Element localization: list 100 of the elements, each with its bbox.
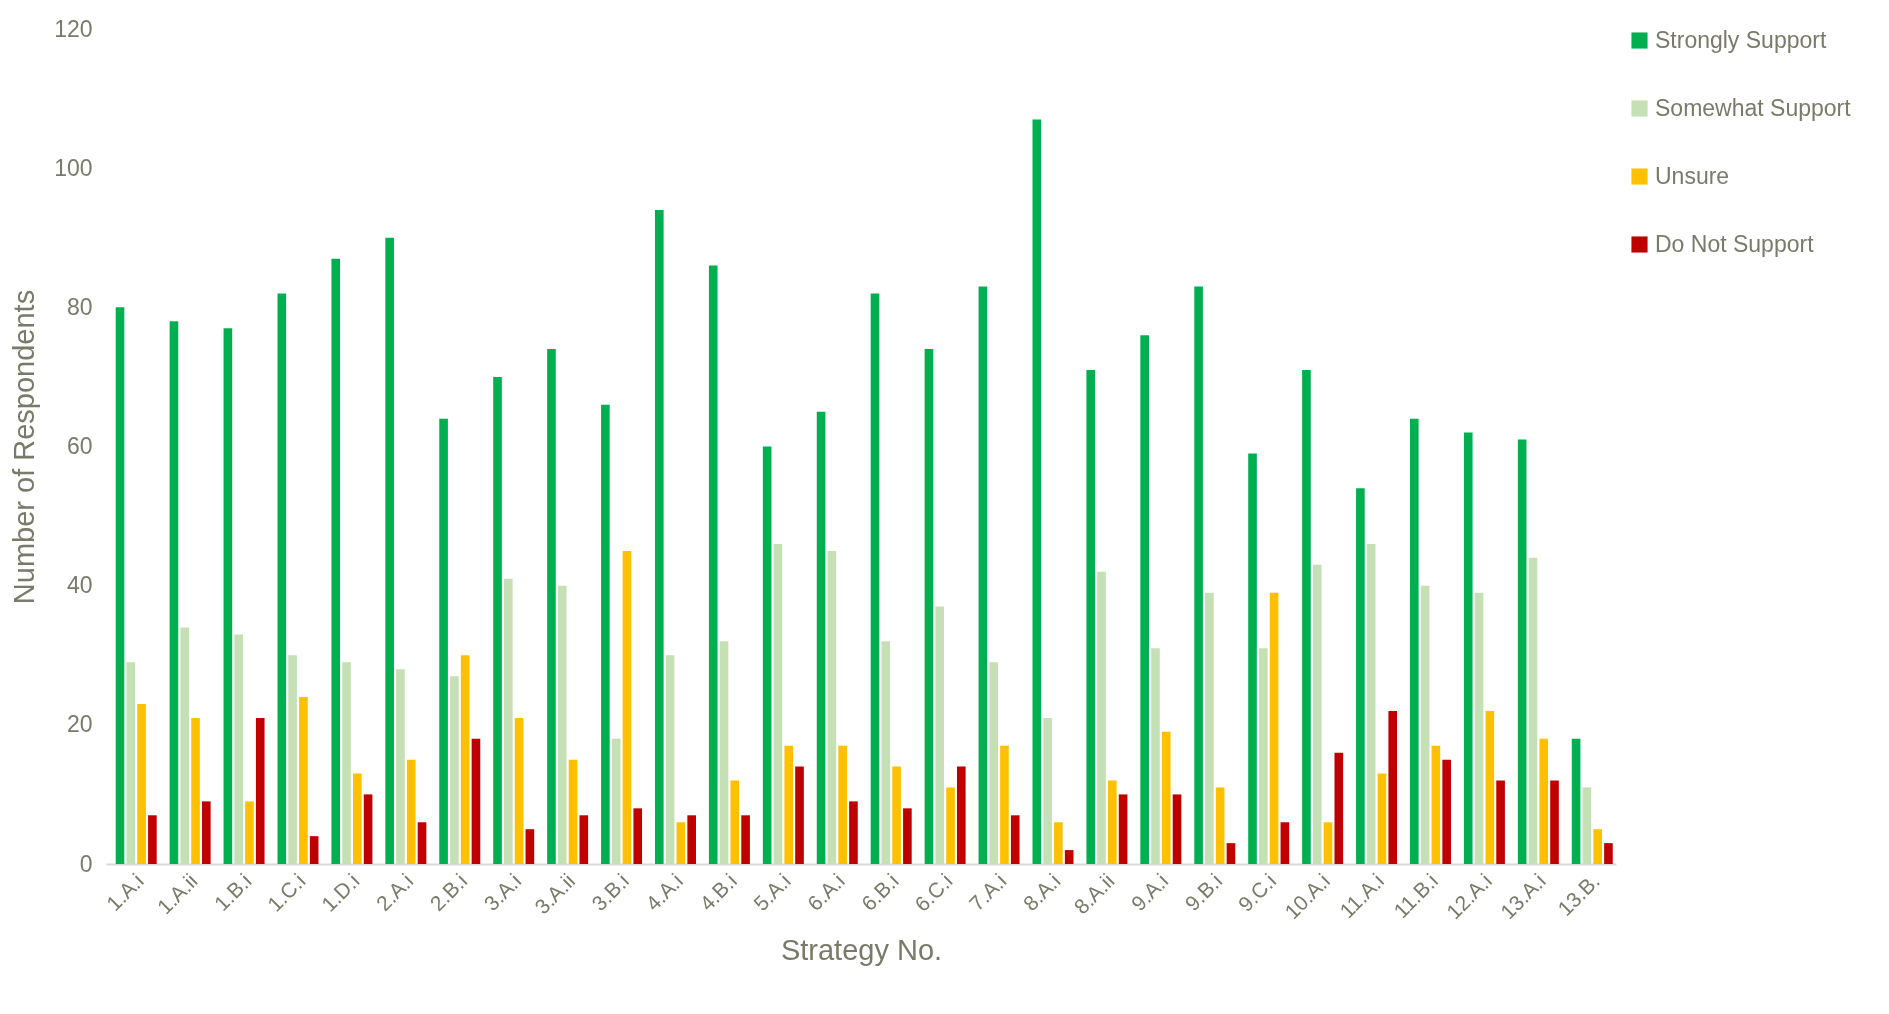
bar	[816, 411, 826, 864]
x-axis-title: Strategy No.	[780, 934, 943, 967]
legend-label: Strongly Support	[1655, 26, 1827, 53]
y-tick-label: 40	[66, 572, 93, 599]
bar	[1550, 780, 1559, 864]
bar	[1442, 759, 1451, 864]
bar	[1463, 432, 1473, 864]
bar	[1269, 592, 1279, 864]
bar	[406, 759, 416, 864]
bar	[1043, 717, 1052, 864]
bar	[1215, 787, 1225, 864]
bar	[223, 328, 233, 864]
bar	[633, 808, 643, 864]
bar	[126, 662, 136, 864]
bar	[903, 808, 912, 864]
bar	[827, 550, 837, 864]
bar	[622, 550, 632, 864]
bar	[352, 773, 362, 864]
bar	[1064, 850, 1074, 864]
bar	[1582, 787, 1592, 864]
bar	[1172, 794, 1182, 864]
legend-label: Do Not Support	[1655, 230, 1815, 257]
bar	[169, 321, 179, 864]
bar	[385, 237, 394, 864]
bar	[1205, 592, 1214, 864]
bar	[514, 717, 524, 864]
bar	[450, 676, 459, 864]
bar	[1323, 822, 1333, 864]
bar	[1151, 648, 1160, 864]
bar	[601, 404, 610, 864]
y-tick-label: 100	[54, 154, 93, 181]
bar	[1312, 564, 1322, 864]
bar	[309, 836, 319, 864]
bar	[1118, 794, 1128, 864]
bar	[956, 766, 966, 864]
bar	[1485, 710, 1495, 864]
bar	[1010, 815, 1020, 864]
bar	[342, 662, 351, 864]
bar	[115, 307, 125, 864]
legend-label: Somewhat Support	[1655, 94, 1852, 121]
bar	[471, 738, 481, 864]
bar	[687, 815, 696, 864]
bar	[1226, 843, 1236, 864]
bar	[1539, 738, 1549, 864]
bar	[838, 745, 847, 864]
bar	[741, 815, 750, 864]
y-tick-label: 80	[66, 293, 93, 320]
bar	[1409, 418, 1419, 864]
bar	[924, 349, 934, 864]
bar	[1431, 745, 1441, 864]
bar	[1528, 557, 1538, 864]
bar	[654, 209, 664, 864]
bar	[1054, 822, 1063, 864]
bar	[245, 801, 254, 864]
bar	[1420, 585, 1430, 864]
bar	[234, 634, 243, 864]
bar	[784, 745, 794, 864]
bar	[547, 349, 556, 864]
bar	[708, 265, 718, 864]
bar	[849, 801, 858, 864]
bar	[611, 738, 621, 864]
bar	[1000, 745, 1009, 864]
bar	[1366, 543, 1376, 864]
bar	[1097, 571, 1106, 864]
bar	[1280, 822, 1290, 864]
bar	[1140, 335, 1149, 864]
bar	[288, 655, 297, 864]
bar	[148, 815, 157, 864]
bar	[989, 662, 998, 864]
bar	[719, 641, 729, 864]
y-tick-label: 20	[66, 711, 93, 738]
bar	[1248, 453, 1257, 864]
bar	[676, 822, 686, 864]
bar	[396, 669, 405, 864]
bar	[881, 641, 891, 864]
bar	[1496, 780, 1505, 864]
bar	[1161, 731, 1171, 864]
bar	[579, 815, 589, 864]
bar	[525, 829, 535, 864]
bar	[762, 446, 772, 864]
y-tick-label: 120	[54, 15, 93, 42]
bar	[439, 418, 448, 864]
bar	[255, 717, 265, 864]
bar	[1474, 592, 1484, 864]
bar	[417, 822, 427, 864]
y-tick-label: 0	[79, 850, 93, 877]
bar	[557, 585, 567, 864]
bar	[730, 780, 740, 864]
bar	[1377, 773, 1387, 864]
bar	[460, 655, 470, 864]
bar	[1571, 738, 1581, 864]
bar	[1604, 843, 1613, 864]
bar	[946, 787, 955, 864]
legend-label: Unsure	[1655, 162, 1730, 189]
bar	[978, 286, 988, 864]
bar	[1334, 752, 1344, 864]
bar	[1388, 710, 1398, 864]
bar	[137, 703, 146, 864]
bar	[1194, 286, 1203, 864]
bar	[568, 759, 578, 864]
